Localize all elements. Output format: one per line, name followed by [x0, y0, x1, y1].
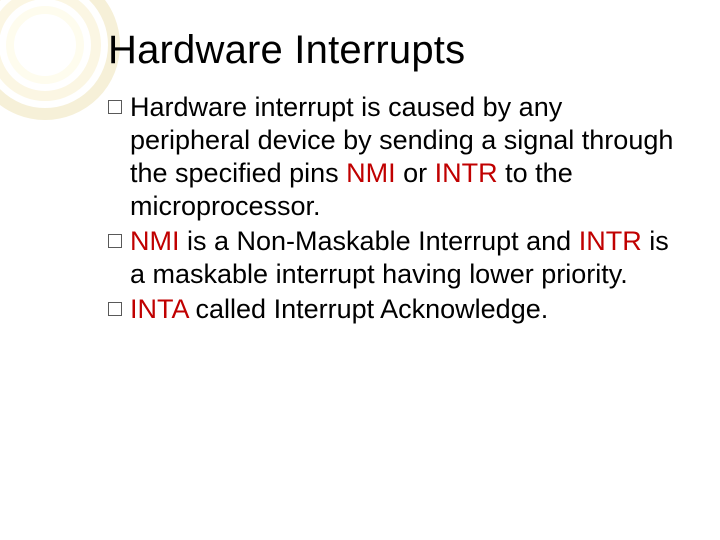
corner-decoration — [0, 0, 120, 120]
deco-ring-outer — [0, 0, 120, 120]
p3-rest: called Interrupt Acknowledge. — [188, 294, 548, 324]
p1-lead: Hardware — [130, 92, 247, 122]
p2-term1: INTR — [579, 226, 642, 256]
paragraph-1: Hardware interrupt is caused by any peri… — [130, 91, 680, 223]
p1-mid: or — [396, 158, 435, 188]
paragraph-3: INTA called Interrupt Acknowledge. — [130, 293, 680, 326]
p3-lead: INTA — [130, 294, 188, 324]
bullet-icon — [108, 302, 122, 316]
deco-ring-mid — [0, 0, 101, 101]
p2-rest: is a Non-Maskable Interrupt and — [180, 226, 579, 256]
paragraph-2: NMI is a Non-Maskable Interrupt and INTR… — [130, 225, 680, 291]
body-text: Hardware interrupt is caused by any peri… — [108, 91, 680, 326]
p1-term2: INTR — [435, 158, 498, 188]
slide-content: Hardware Interrupts Hardware interrupt i… — [108, 28, 680, 328]
p2-lead: NMI — [130, 226, 180, 256]
bullet-icon — [108, 100, 122, 114]
slide-title: Hardware Interrupts — [108, 28, 680, 73]
p1-term1: NMI — [346, 158, 396, 188]
bullet-icon — [108, 234, 122, 248]
deco-ring-inner — [6, 6, 84, 84]
